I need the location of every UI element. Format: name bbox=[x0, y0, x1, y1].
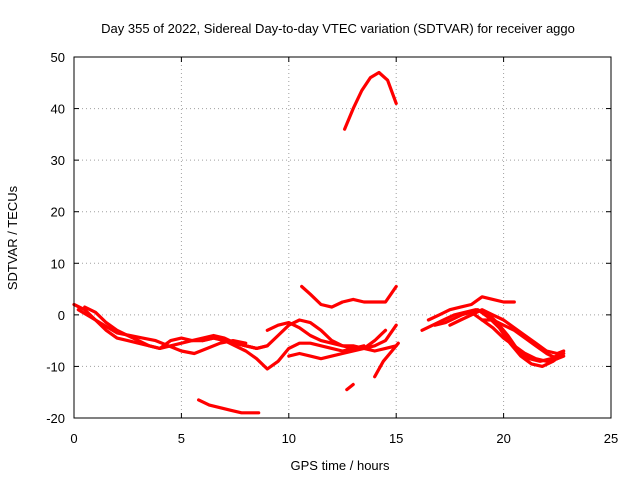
y-tick-label: 40 bbox=[51, 102, 65, 117]
series-line-track-10 bbox=[345, 382, 355, 392]
series-line-track-6 bbox=[265, 321, 398, 353]
y-axis-label: SDTVAR / TECUs bbox=[5, 185, 20, 290]
x-tick-label: 15 bbox=[389, 431, 403, 446]
series-line-track-2 bbox=[76, 308, 248, 356]
axis-ticks: 0 5 10 15 20 25 -20 -10 0 10 20 30 40 50 bbox=[46, 50, 618, 446]
x-tick-label: 20 bbox=[496, 431, 510, 446]
series-line-track-8 bbox=[300, 284, 398, 309]
x-tick-label: 5 bbox=[178, 431, 185, 446]
series-line-track-12 bbox=[197, 398, 261, 415]
series-line-track-9 bbox=[343, 70, 398, 131]
y-tick-label: 10 bbox=[51, 256, 65, 271]
y-tick-label: 30 bbox=[51, 153, 65, 168]
series-line-track-14 bbox=[426, 295, 516, 322]
series-line-track-17 bbox=[459, 310, 559, 363]
series-line-track-15 bbox=[433, 308, 566, 368]
y-tick-label: 0 bbox=[58, 308, 65, 323]
series-line-track-7 bbox=[287, 328, 388, 361]
series-line-track-3 bbox=[83, 305, 259, 350]
y-tick-label: 20 bbox=[51, 205, 65, 220]
series-line-track-11 bbox=[373, 341, 400, 379]
chart-title: Day 355 of 2022, Sidereal Day-to-day VTE… bbox=[101, 21, 575, 36]
x-tick-label: 25 bbox=[604, 431, 618, 446]
y-tick-label: -20 bbox=[46, 411, 65, 426]
plot-frame bbox=[73, 56, 612, 419]
x-tick-label: 10 bbox=[282, 431, 296, 446]
series-line-track-18 bbox=[480, 318, 566, 361]
y-tick-label: 50 bbox=[51, 50, 65, 65]
grid bbox=[74, 57, 611, 418]
series-line-track-16 bbox=[448, 308, 566, 356]
series-line-track-13 bbox=[420, 308, 564, 363]
x-tick-label: 0 bbox=[70, 431, 77, 446]
y-tick-label: -10 bbox=[46, 359, 65, 374]
series-layer bbox=[72, 70, 566, 415]
x-axis-label: GPS time / hours bbox=[291, 458, 390, 473]
